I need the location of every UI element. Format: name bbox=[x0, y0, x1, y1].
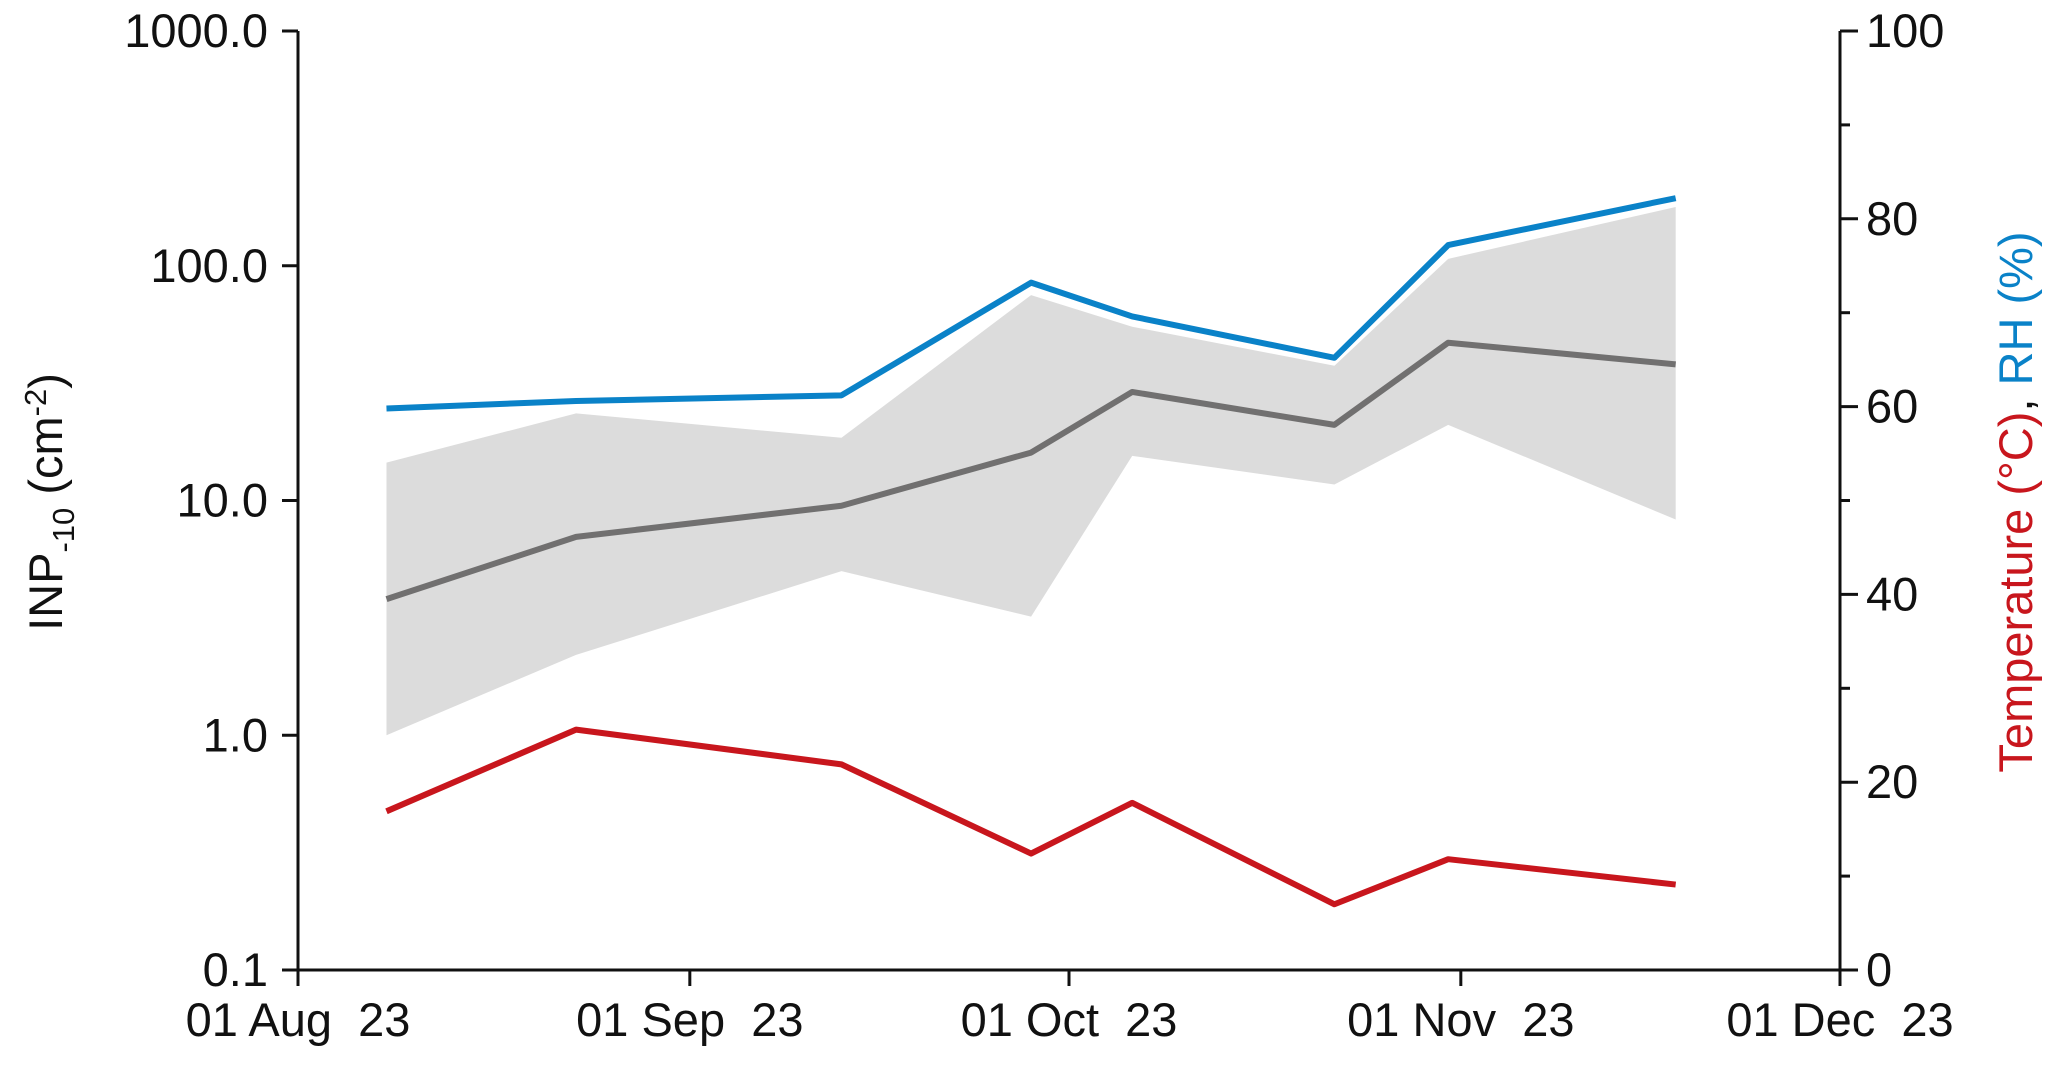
inp-median-line bbox=[385, 339, 1676, 602]
left-axis-title-main: INP bbox=[19, 553, 72, 631]
left-axis-title-unit-open: (cm bbox=[19, 416, 72, 507]
left-tick-label: 10.0 bbox=[177, 474, 268, 527]
left-axis-title-unit-close: ) bbox=[19, 373, 72, 389]
right-tick-label: 60 bbox=[1866, 380, 1918, 433]
right-axis-title: Temperature (°C), RH (%) bbox=[1989, 231, 2042, 772]
x-tick-label: 01 Nov 23 bbox=[1347, 993, 1574, 1046]
left-axis-title-subscript: -10 bbox=[46, 508, 81, 553]
left-tick-label: 1000.0 bbox=[124, 4, 268, 57]
right-tick-label: 0 bbox=[1866, 943, 1892, 996]
left-axis-title: INP-10 (cm-2) bbox=[18, 373, 81, 631]
x-tick-label: 01 Dec 23 bbox=[1726, 993, 1953, 1046]
right-axis-title-temperature: Temperature (°C) bbox=[1989, 412, 2042, 773]
right-tick-label: 100 bbox=[1866, 4, 1944, 57]
temperature-line bbox=[385, 726, 1677, 908]
left-tick-label: 1.0 bbox=[203, 708, 268, 761]
x-tick-label: 01 Sep 23 bbox=[576, 993, 803, 1046]
right-tick-label: 80 bbox=[1866, 192, 1918, 245]
x-tick-label: 01 Oct 23 bbox=[961, 993, 1178, 1046]
right-tick-label: 40 bbox=[1866, 567, 1918, 620]
left-tick-label: 100.0 bbox=[150, 239, 268, 292]
x-tick-label: 01 Aug 23 bbox=[186, 993, 411, 1046]
left-y-ticks: 0.1 1.0 10.0 100.0 1000.0 bbox=[124, 4, 298, 996]
right-y-ticks: 0 20 40 60 80 100 bbox=[1840, 4, 1944, 996]
right-axis-title-rh: RH (%) bbox=[1989, 231, 2042, 385]
x-ticks: 01 Aug 23 01 Sep 23 01 Oct 23 01 Nov 23 01 D… bbox=[186, 970, 1954, 1046]
rh-line bbox=[386, 195, 1677, 412]
right-tick-label: 20 bbox=[1866, 755, 1918, 808]
left-axis-title-superscript: -2 bbox=[18, 389, 53, 417]
inp-range-band bbox=[386, 206, 1676, 736]
right-axis-title-separator: , bbox=[1989, 385, 2042, 411]
left-tick-label: 0.1 bbox=[203, 943, 268, 996]
